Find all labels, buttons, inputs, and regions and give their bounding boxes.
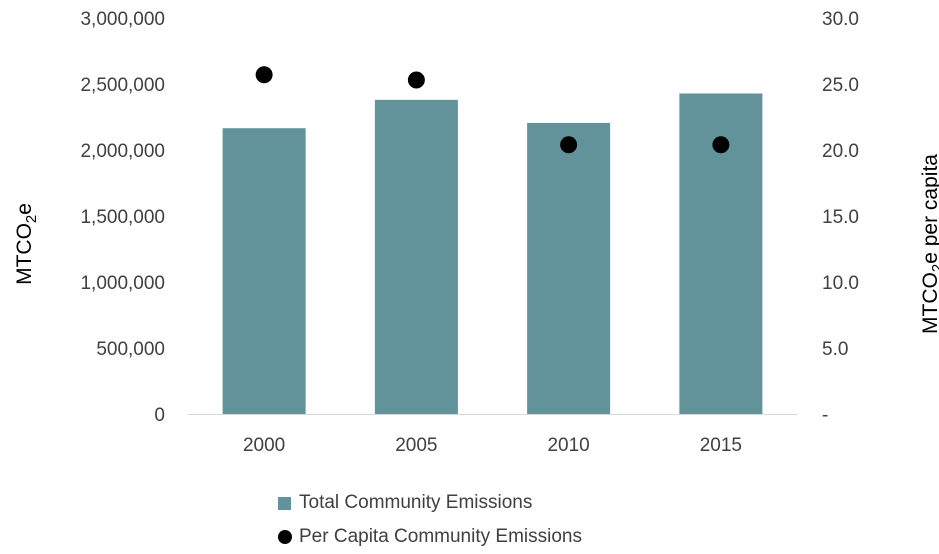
x-tick-label: 2015 <box>700 435 742 456</box>
point-2015 <box>712 136 730 154</box>
bar-2005 <box>374 99 458 414</box>
legend-item-per-capita: Per Capita Community Emissions <box>278 520 582 554</box>
y-left-tick-label: 1,000,000 <box>80 273 165 294</box>
emissions-chart: 0 500,000 1,000,000 1,500,000 2,000,000 2,500… <box>13 9 939 456</box>
y-left-tick-label: 3,000,000 <box>80 9 165 30</box>
y-right-tick-label: - <box>822 405 828 426</box>
y-right-tick-label: 25.0 <box>822 75 859 96</box>
y-left-tick-label: 0 <box>154 405 165 426</box>
y-axis-left-title: MTCO2e <box>13 203 40 285</box>
x-tick-label: 2000 <box>243 435 285 456</box>
y-right-tick-label: 5.0 <box>822 339 848 360</box>
y-left-tick-label: 1,500,000 <box>80 207 165 228</box>
y-right-tick-label: 10.0 <box>822 273 859 294</box>
legend-bar-swatch <box>278 496 291 510</box>
y-axis-right-title: MTCO2e per capita <box>919 154 939 334</box>
legend-label-total: Total Community Emissions <box>299 492 533 513</box>
legend-dot-swatch <box>278 530 292 544</box>
y-left-tick-label: 2,000,000 <box>80 141 165 162</box>
point-2010 <box>560 136 578 154</box>
point-2000 <box>255 66 273 84</box>
plot-area: 0 500,000 1,000,000 1,500,000 2,000,000 2,500… <box>80 9 859 456</box>
y-left-tick-label: 2,500,000 <box>80 75 165 96</box>
x-tick-label: 2005 <box>395 435 437 456</box>
bar-2000 <box>222 128 306 414</box>
y-right-tick-label: 30.0 <box>822 9 859 30</box>
y-right-tick-label: 15.0 <box>822 207 859 228</box>
point-2005 <box>407 71 425 89</box>
legend: Total Community Emissions Per Capita Com… <box>278 486 582 554</box>
bar-2010 <box>527 122 611 414</box>
x-tick-label: 2010 <box>547 435 589 456</box>
y-left-tick-label: 500,000 <box>96 339 165 360</box>
y-right-tick-label: 20.0 <box>822 141 859 162</box>
legend-item-total: Total Community Emissions <box>278 486 582 520</box>
legend-label-per-capita: Per Capita Community Emissions <box>299 526 582 547</box>
